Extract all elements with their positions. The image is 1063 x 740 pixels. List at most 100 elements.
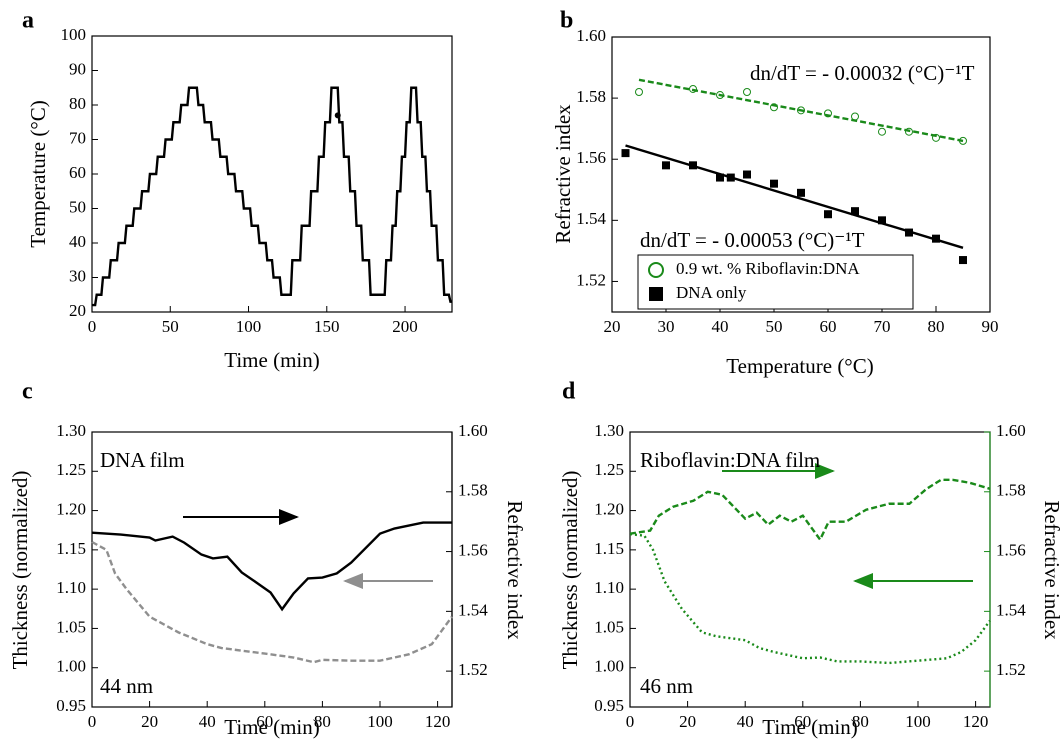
x-tick-label: 0 [88, 317, 97, 336]
y-axis-title: Temperature (°C) [26, 100, 50, 247]
x-tick-label: 100 [367, 712, 393, 731]
y-tick-label: 1.10 [56, 578, 86, 597]
y-tick-label: 1.54 [576, 209, 606, 228]
y-tick-label: 1.58 [576, 87, 606, 106]
plot-frame [611, 36, 991, 313]
y-tick-label: 80 [69, 94, 86, 113]
series-line [638, 78, 964, 143]
y-axis-title: Thickness (normalized) [8, 471, 32, 670]
x-tick-label: 70 [874, 317, 891, 336]
y2-tick-label: 1.52 [996, 660, 1026, 679]
panel-label: c [22, 379, 33, 405]
y-tick-label: 1.30 [594, 421, 624, 440]
y-tick-label: 40 [69, 232, 86, 251]
y-axis-title: Refractive index [551, 104, 575, 244]
point [635, 88, 643, 96]
x-tick-label: 50 [162, 317, 179, 336]
y-tick-label: 50 [69, 197, 86, 216]
series-line [91, 521, 452, 612]
legend-box [637, 254, 914, 310]
y-tick-label: 30 [69, 266, 86, 285]
panel-label: b [560, 8, 573, 34]
point [662, 161, 670, 170]
legend-label: DNA only [676, 283, 747, 302]
x-tick-label: 80 [928, 317, 945, 336]
legend-marker [648, 262, 664, 278]
x-tick-label: 20 [141, 712, 158, 731]
y-tick-label: 1.30 [56, 421, 86, 440]
point [743, 88, 751, 96]
x-tick-label: 200 [392, 317, 418, 336]
point [959, 256, 967, 265]
y2-tick-label: 1.52 [458, 660, 488, 679]
point [932, 133, 940, 142]
x-tick-label: 30 [658, 317, 675, 336]
x-tick-label: 90 [982, 317, 999, 336]
x-tick-label: 60 [820, 317, 837, 336]
y-tick-label: 1.56 [576, 148, 606, 167]
y-tick-label: 1.10 [594, 578, 624, 597]
series-line [629, 478, 991, 542]
annotation: Riboflavin:DNA film [640, 448, 820, 472]
y-tick-label: 1.25 [594, 460, 624, 479]
x-tick-label: 0 [626, 712, 635, 731]
y-tick-label: 1.20 [56, 499, 86, 518]
y-tick-label: 1.15 [594, 539, 624, 558]
x-axis-title: Time (min) [224, 715, 319, 739]
x-tick-label: 40 [712, 317, 729, 336]
point [878, 127, 886, 136]
annotation: 44 nm [100, 674, 153, 698]
x-tick-label: 80 [852, 712, 869, 731]
point [851, 207, 859, 216]
y-tick-label: 1.25 [56, 460, 86, 479]
point [905, 127, 913, 136]
x-tick-label: 40 [737, 712, 754, 731]
y-tick-label: 1.05 [56, 617, 86, 636]
plot-frame [91, 431, 453, 708]
y2-tick-label: 1.58 [458, 481, 488, 500]
x-tick-label: 0 [88, 712, 97, 731]
x-axis-title: Time (min) [762, 715, 857, 739]
panel-label: a [22, 8, 34, 34]
point [797, 106, 805, 115]
x-tick-label: 60 [794, 712, 811, 731]
y2-axis-title: Refractive index [503, 500, 527, 640]
y2-axis-title: Refractive index [1040, 500, 1063, 640]
point [770, 103, 778, 112]
y-tick-label: 1.60 [576, 26, 606, 45]
x-tick-label: 100 [905, 712, 931, 731]
annotation: dn/dT = - 0.00032 (°C)⁻¹T [750, 61, 975, 85]
x-tick-label: 80 [314, 712, 331, 731]
y-axis-title: Thickness (normalized) [558, 471, 582, 670]
legend-marker [649, 287, 663, 301]
x-tick-label: 120 [425, 712, 451, 731]
y-tick-label: 90 [69, 59, 86, 78]
series-line [92, 86, 452, 307]
y2-tick-label: 1.54 [458, 600, 488, 619]
y2-tick-label: 1.58 [996, 481, 1026, 500]
point [797, 188, 805, 197]
y-tick-label: 20 [69, 301, 86, 320]
point [334, 112, 341, 119]
point [824, 109, 832, 118]
x-tick-label: 150 [314, 317, 340, 336]
panel-label: d [562, 379, 576, 405]
point [689, 84, 697, 93]
y-tick-label: 0.95 [56, 696, 86, 715]
y-tick-label: 1.52 [576, 270, 606, 289]
y2-tick-label: 1.56 [996, 540, 1026, 559]
series-line [625, 144, 964, 249]
x-axis-title: Temperature (°C) [726, 354, 873, 378]
x-tick-label: 120 [963, 712, 989, 731]
series-line [629, 532, 991, 665]
point [743, 170, 751, 179]
x-tick-label: 60 [256, 712, 273, 731]
x-tick-label: 20 [604, 317, 621, 336]
y2-tick-label: 1.60 [996, 421, 1026, 440]
x-tick-label: 100 [236, 317, 262, 336]
y-tick-label: 0.95 [594, 696, 624, 715]
x-tick-label: 50 [766, 317, 783, 336]
y-tick-label: 70 [69, 128, 86, 147]
point [716, 173, 724, 182]
annotation: dn/dT = - 0.00053 (°C)⁻¹T [640, 228, 865, 252]
